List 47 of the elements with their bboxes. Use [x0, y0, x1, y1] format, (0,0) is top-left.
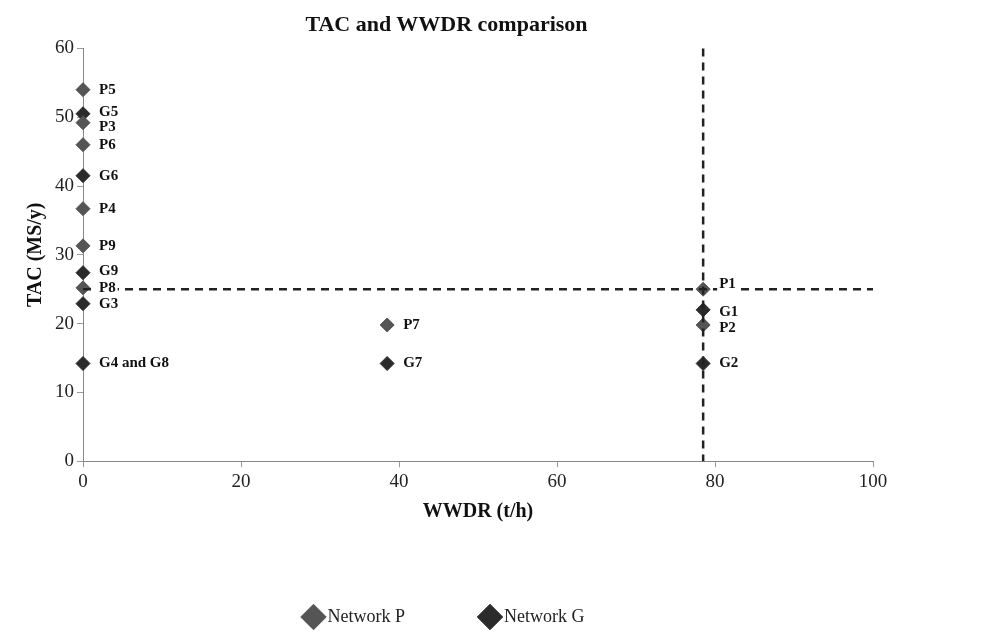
y-axis-title: TAC (MS/y)	[23, 202, 47, 308]
annotation: P7	[403, 315, 421, 332]
point	[75, 168, 91, 184]
y-tick-label: 40	[55, 173, 74, 195]
annotation: G1	[719, 302, 739, 319]
legend-label: Network P	[327, 605, 406, 626]
annotation: P4	[99, 199, 117, 216]
annotation: G2	[719, 354, 739, 371]
annotation: P3	[99, 118, 116, 135]
annotation: G4 and G8	[99, 354, 170, 371]
point	[75, 115, 91, 131]
point	[75, 296, 91, 312]
point	[75, 82, 91, 98]
annotation: G6	[99, 166, 119, 183]
x-tick-label: 100	[858, 469, 888, 491]
x-tick-label: 20	[231, 469, 251, 491]
x-tick-label: 80	[705, 469, 725, 491]
annotation: P2	[719, 318, 736, 335]
annotation: P1	[719, 274, 736, 291]
annotation: P8	[99, 278, 116, 295]
x-tick-label: 40	[389, 469, 409, 491]
point	[75, 238, 91, 254]
point	[75, 356, 91, 371]
point	[75, 265, 91, 281]
annotation: G3	[99, 294, 119, 311]
chart-title: TAC and WWDR comparison	[305, 10, 588, 36]
y-tick-label: 50	[55, 105, 74, 127]
point	[379, 317, 395, 333]
y-tick-label: 20	[55, 311, 74, 333]
annotation: G5	[99, 102, 119, 119]
annotation: P6	[99, 135, 117, 152]
point	[75, 137, 91, 153]
y-tick-label: 60	[55, 36, 74, 58]
point	[75, 201, 91, 217]
annotation: P9	[99, 236, 116, 253]
y-tick-label: 30	[55, 242, 74, 264]
x-tick-label: 0	[78, 469, 88, 491]
annotation: G9	[99, 262, 119, 279]
point	[695, 356, 711, 371]
x-axis-title: WWDR (t/h)	[422, 499, 534, 523]
point	[379, 356, 395, 371]
y-tick-label: 0	[64, 449, 74, 471]
y-tick-label: 10	[55, 380, 74, 402]
annotation: G7	[403, 354, 423, 371]
annotation: P5	[99, 80, 116, 97]
legend-label: Network G	[504, 605, 585, 626]
x-tick-label: 60	[547, 469, 567, 491]
